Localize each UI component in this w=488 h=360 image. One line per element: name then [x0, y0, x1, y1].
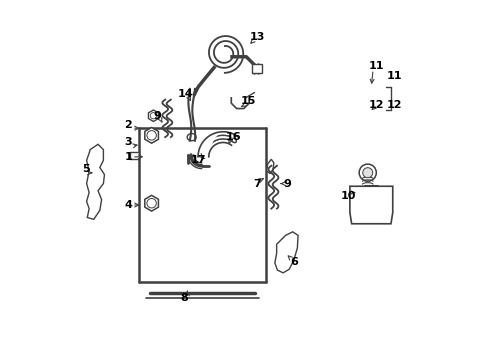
Polygon shape — [86, 144, 104, 219]
Polygon shape — [266, 159, 273, 174]
Text: 4: 4 — [124, 200, 132, 210]
Circle shape — [358, 164, 376, 181]
Text: 9: 9 — [283, 179, 291, 189]
Text: 13: 13 — [249, 32, 264, 42]
Text: 12: 12 — [386, 100, 402, 110]
Circle shape — [146, 198, 156, 208]
Circle shape — [150, 113, 156, 119]
Polygon shape — [148, 110, 158, 121]
Text: 15: 15 — [240, 96, 255, 107]
Polygon shape — [274, 232, 298, 273]
Text: 5: 5 — [81, 164, 89, 174]
Text: 6: 6 — [290, 257, 298, 267]
Text: 8: 8 — [180, 293, 187, 303]
Text: 9: 9 — [153, 111, 161, 121]
Polygon shape — [349, 186, 392, 224]
Polygon shape — [144, 195, 158, 211]
Bar — [130, 152, 139, 159]
Text: 10: 10 — [340, 191, 355, 201]
Text: 7: 7 — [253, 179, 260, 189]
Text: 11: 11 — [368, 61, 384, 71]
Bar — [139, 128, 265, 282]
Circle shape — [146, 131, 156, 140]
Text: 17: 17 — [190, 156, 205, 165]
Text: 12: 12 — [368, 100, 384, 110]
Bar — [251, 64, 262, 73]
Text: 11: 11 — [386, 71, 402, 81]
Circle shape — [362, 168, 372, 178]
Text: 3: 3 — [124, 138, 132, 148]
Text: 16: 16 — [225, 132, 241, 142]
Text: 1: 1 — [124, 152, 132, 162]
Text: 2: 2 — [124, 120, 132, 130]
Polygon shape — [144, 127, 158, 143]
Text: 14: 14 — [177, 89, 193, 99]
